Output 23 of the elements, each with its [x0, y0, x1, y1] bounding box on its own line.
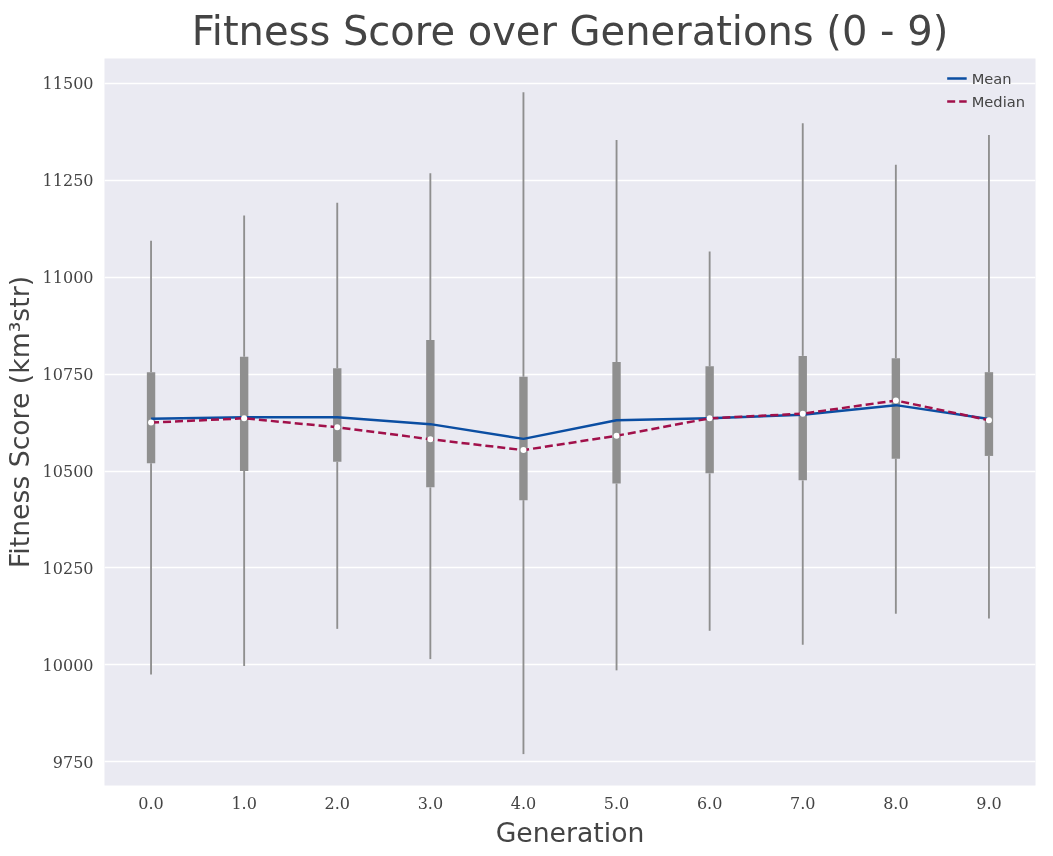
y-tick-label: 9750 [52, 752, 94, 772]
x-tick-label: 0.0 [138, 793, 164, 813]
y-tick-label: 10500 [42, 462, 94, 482]
legend-label: Mean [971, 69, 1012, 87]
legend-label: Median [971, 92, 1025, 110]
y-tick-label: 11250 [42, 171, 94, 191]
x-tick-label: 5.0 [603, 793, 630, 813]
x-tick-label: 3.0 [417, 793, 444, 813]
y-tick-label: 10000 [42, 655, 94, 675]
x-tick-label: 6.0 [696, 793, 723, 813]
y-tick-label: 10250 [42, 558, 94, 578]
x-tick-label: 2.0 [324, 793, 350, 813]
y-tick-label: 11500 [42, 74, 94, 94]
x-tick-label: 9.0 [976, 793, 1002, 813]
x-axis-title: Generation [495, 816, 645, 848]
x-tick-label: 4.0 [510, 793, 537, 813]
y-tick-label: 11000 [42, 268, 94, 288]
x-tick-label: 7.0 [790, 793, 816, 813]
x-tick-label: 8.0 [883, 793, 909, 813]
chart-title: Fitness Score over Generations (0 - 9) [191, 7, 949, 54]
y-axis-title: Fitness Score (km³str) [3, 275, 35, 569]
y-tick-label: 10750 [42, 365, 94, 385]
x-tick-label: 1.0 [231, 793, 257, 813]
